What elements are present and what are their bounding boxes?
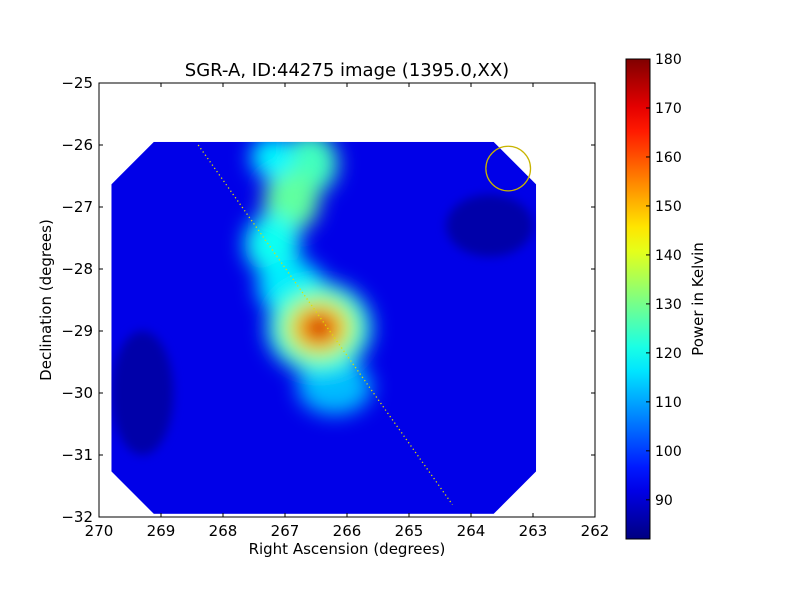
x-tick-label: 265	[395, 522, 424, 540]
x-tick-label: 264	[457, 522, 486, 540]
x-tick-label: 267	[271, 522, 300, 540]
cool-region	[111, 331, 174, 455]
colorbar-tick-label: 170	[655, 101, 682, 117]
colorbar	[625, 58, 651, 540]
y-tick-label: −28	[61, 260, 93, 278]
cool-region	[446, 194, 533, 257]
colorbar-tick-label: 90	[655, 493, 673, 509]
y-tick-label: −30	[61, 384, 93, 402]
y-tick-label: −26	[61, 136, 93, 154]
y-tick-label: −27	[61, 198, 93, 216]
colorbar-tick-label: 160	[655, 150, 682, 166]
x-tick-label: 268	[209, 522, 238, 540]
emission-blob	[250, 141, 295, 180]
circle-marker-overlay	[485, 145, 532, 192]
heatmap-image	[111, 141, 537, 514]
peak-emission	[309, 319, 329, 336]
y-tick-label: −32	[61, 508, 93, 526]
x-tick-label: 266	[333, 522, 362, 540]
y-tick-label: −29	[61, 322, 93, 340]
y-tick-label: −25	[61, 74, 93, 92]
colorbar-tick-label: 180	[655, 52, 682, 68]
y-tick-label: −31	[61, 446, 93, 464]
y-axis-label: Declination (degrees)	[37, 219, 55, 381]
dotted-line-overlay	[197, 144, 453, 505]
chart-title: SGR-A, ID:44275 image (1395.0,XX)	[185, 60, 509, 81]
colorbar-tick-label: 120	[655, 346, 682, 362]
colorbar-label: Power in Kelvin	[689, 242, 707, 356]
x-tick-label: 270	[85, 522, 114, 540]
colorbar-tick-label: 130	[655, 297, 682, 313]
x-tick-label: 263	[519, 522, 548, 540]
colorbar-tick-label: 140	[655, 248, 682, 264]
x-axis-ticks: 270 269 268 267 266 265 264 263 262	[85, 83, 610, 540]
x-axis-label: Right Ascension (degrees)	[249, 540, 446, 558]
emission-blob	[244, 213, 301, 276]
x-tick-label: 269	[147, 522, 176, 540]
y-axis-ticks: −25 −26 −27 −28 −29 −30 −31 −32	[61, 74, 595, 526]
colorbar-tick-label: 150	[655, 199, 682, 215]
colorbar-tick-label: 100	[655, 444, 682, 460]
x-tick-label: 262	[581, 522, 610, 540]
colorbar-tick-label: 110	[655, 395, 682, 411]
colorbar-ticks: 90 100 110 120 130 140 150 160 170 180	[646, 52, 682, 509]
